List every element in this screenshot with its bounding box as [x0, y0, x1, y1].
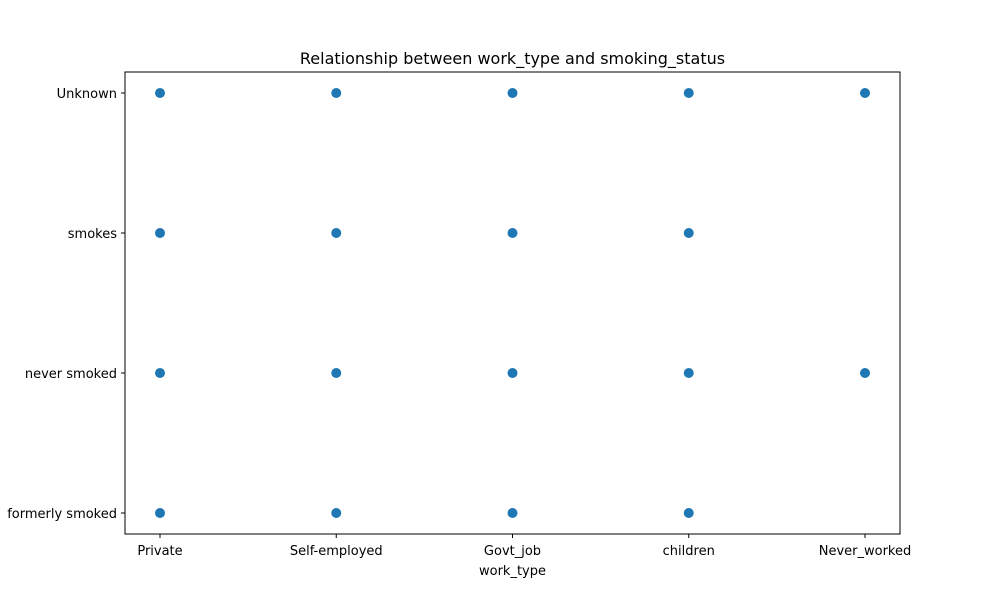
x-tick-label-self-employed: Self-employed: [290, 544, 383, 559]
x-axis-title: work_type: [479, 564, 546, 579]
data-point-private-unknown: [155, 88, 165, 98]
data-point-self-employed-never-smoked: [331, 368, 342, 378]
y-axis-ticks: formerly smoked never smoked smokes Unknown: [7, 87, 125, 522]
data-point-never-worked-never-smoked: [860, 368, 870, 378]
data-point-govt-job-never-smoked: [507, 368, 518, 378]
y-tick-label-never-smoked: never smoked: [25, 367, 117, 382]
plot-area-frame: [124, 71, 901, 535]
x-tick-label-never-worked: Never_worked: [819, 544, 912, 559]
x-tick-label-children: children: [663, 544, 715, 559]
data-point-private-formerly-smoked: [155, 508, 165, 518]
data-point-private-smokes: [155, 228, 165, 238]
data-point-children-formerly-smoked: [683, 508, 694, 518]
data-point-private-never-smoked: [155, 368, 165, 378]
data-point-children-smokes: [683, 228, 694, 238]
data-point-govt-job-formerly-smoked: [507, 508, 518, 518]
y-tick-label-smokes: smokes: [68, 227, 117, 242]
data-point-never-worked-unknown: [860, 88, 870, 98]
data-point-self-employed-unknown: [331, 88, 342, 98]
x-axis-ticks: Private Self-employed Govt_job children Neve…: [137, 534, 911, 559]
chart-title: Relationship between work_type and smoki…: [300, 49, 725, 69]
data-point-children-never-smoked: [683, 368, 694, 378]
x-tick-label-private: Private: [137, 544, 182, 559]
data-point-self-employed-formerly-smoked: [331, 508, 342, 518]
points-layer: [155, 88, 870, 518]
data-point-children-unknown: [683, 88, 694, 98]
data-point-govt-job-smokes: [507, 228, 518, 238]
data-point-govt-job-unknown: [507, 88, 518, 98]
y-tick-label-formerly-smoked: formerly smoked: [7, 507, 117, 522]
y-tick-label-unknown: Unknown: [57, 87, 117, 102]
x-tick-label-govt-job: Govt_job: [484, 544, 541, 559]
data-point-self-employed-smokes: [331, 228, 342, 238]
